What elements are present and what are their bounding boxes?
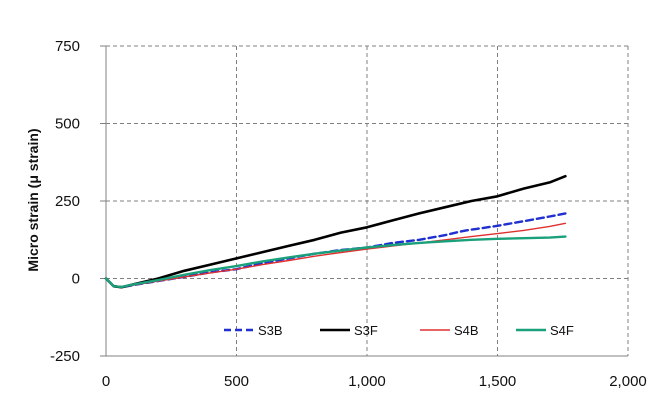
y-tick-label: -250 bbox=[50, 348, 80, 365]
legend: S3B S3F S4B S4F bbox=[224, 323, 574, 338]
y-tick-label: 500 bbox=[55, 116, 80, 133]
series-line-s3f bbox=[104, 174, 567, 289]
x-tick-label: 500 bbox=[224, 373, 249, 390]
y-tick-label: 0 bbox=[72, 271, 80, 288]
legend-label-s3b: S3B bbox=[258, 323, 283, 338]
x-tick-label: 1,500 bbox=[479, 373, 517, 390]
legend-label-s3f: S3F bbox=[354, 323, 378, 338]
y-tick-label: 250 bbox=[55, 193, 80, 210]
x-tick-label: 0 bbox=[102, 373, 110, 390]
tick-labels: -250 0 250 500 750 0 500 1,000 1,500 2,000 bbox=[50, 38, 647, 390]
y-axis-label: Micro strain (μ strain) bbox=[25, 128, 41, 271]
legend-label-s4b: S4B bbox=[454, 323, 479, 338]
legend-label-s4f: S4F bbox=[550, 323, 574, 338]
x-tick-label: 2,000 bbox=[609, 373, 647, 390]
series-lines bbox=[104, 174, 567, 289]
axes bbox=[100, 45, 628, 357]
y-tick-label: 750 bbox=[55, 38, 80, 55]
grid bbox=[106, 45, 629, 356]
series-line-s4f bbox=[104, 235, 567, 289]
x-tick-label: 1,000 bbox=[348, 373, 386, 390]
